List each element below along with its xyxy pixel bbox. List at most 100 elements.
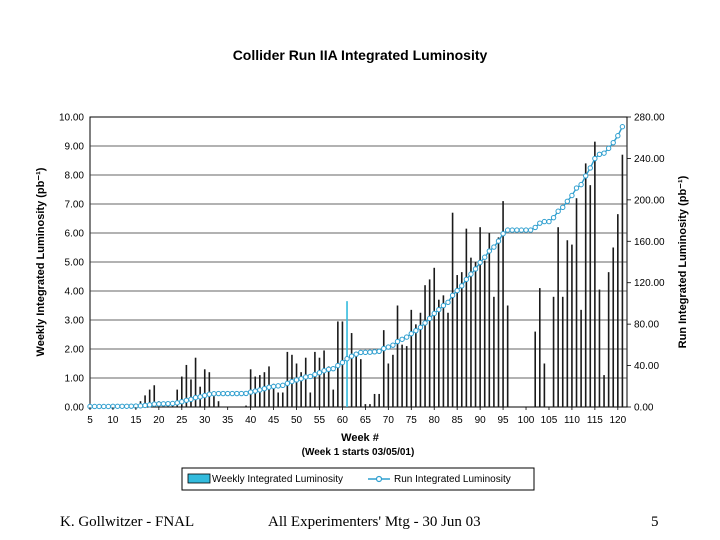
cumulative-point bbox=[560, 204, 566, 211]
y-right-axis-ticks: 0.00 40.00 80.00 120.00 160.00 200.00 240.00 28… bbox=[627, 113, 665, 414]
weekly-bar bbox=[373, 393, 376, 407]
cumulative-point bbox=[344, 356, 350, 362]
x-tick-label: 95 bbox=[498, 415, 510, 426]
cumulative-point bbox=[137, 403, 144, 409]
weekly-bar bbox=[424, 285, 426, 407]
cumulative-point bbox=[587, 165, 593, 171]
weekly-bar bbox=[571, 244, 573, 407]
cumulative-point bbox=[509, 227, 515, 233]
weekly-bar bbox=[203, 369, 206, 407]
cumulative-point bbox=[353, 351, 359, 357]
weekly-bar bbox=[346, 301, 348, 407]
cumulative-point bbox=[504, 227, 511, 233]
cumulative-point bbox=[523, 227, 529, 233]
gridlines bbox=[90, 145, 627, 379]
weekly-bar bbox=[314, 351, 316, 407]
cumulative-point bbox=[128, 403, 135, 409]
x-tick-label: 40 bbox=[245, 415, 257, 426]
weekly-bar bbox=[538, 288, 541, 407]
cumulative-point bbox=[252, 388, 258, 394]
cumulative-point bbox=[569, 192, 575, 199]
cumulative-point bbox=[119, 403, 125, 409]
legend: Weekly Integrated Luminosity Run Integra… bbox=[181, 467, 535, 491]
weekly-bar bbox=[281, 392, 284, 407]
cumulative-point bbox=[307, 373, 314, 380]
cumulative-point bbox=[532, 224, 538, 231]
weekly-bar bbox=[456, 275, 458, 407]
cumulative-point bbox=[610, 139, 616, 146]
y-left-tick-label: 6.00 bbox=[65, 229, 85, 240]
cumulative-point bbox=[422, 320, 428, 326]
cumulative-point bbox=[312, 371, 318, 378]
cumulative-point bbox=[367, 349, 373, 355]
weekly-bar bbox=[438, 299, 440, 407]
cumulative-point bbox=[261, 385, 268, 392]
cumulative-point bbox=[174, 400, 180, 406]
y-right-tick-label: 0.00 bbox=[634, 403, 654, 414]
cumulative-point bbox=[596, 151, 603, 157]
cumulative-point bbox=[371, 349, 378, 355]
cumulative-point bbox=[325, 366, 332, 372]
weekly-bar bbox=[465, 228, 468, 407]
y-left-tick-label: 10.00 bbox=[59, 113, 84, 124]
x-tick-label: 30 bbox=[199, 415, 211, 426]
cumulative-point bbox=[541, 218, 548, 225]
y-right-tick-label: 160.00 bbox=[634, 237, 665, 248]
cumulative-point bbox=[358, 349, 364, 356]
weekly-bar bbox=[451, 212, 454, 407]
weekly-bar bbox=[176, 389, 179, 407]
weekly-bar bbox=[506, 305, 509, 407]
cumulative-point bbox=[408, 330, 414, 337]
x-tick-label: 90 bbox=[475, 415, 487, 426]
weekly-bar bbox=[419, 312, 422, 407]
weekly-bar bbox=[249, 369, 252, 407]
cumulative-point bbox=[362, 349, 369, 356]
x-tick-label: 10 bbox=[107, 415, 119, 426]
cumulative-point bbox=[220, 390, 226, 397]
x-tick-label: 25 bbox=[176, 415, 188, 426]
cumulative-point bbox=[192, 394, 199, 401]
footer-author: K. Gollwitzer - FNAL bbox=[60, 514, 195, 530]
cumulative-point bbox=[101, 403, 107, 410]
x-tick-label: 20 bbox=[153, 415, 165, 426]
weekly-bar bbox=[153, 385, 156, 407]
cumulative-point bbox=[440, 302, 447, 309]
x-tick-label: 45 bbox=[268, 415, 280, 426]
cumulative-point bbox=[564, 198, 571, 205]
cumulative-point bbox=[413, 327, 419, 334]
cumulative-point bbox=[426, 315, 433, 322]
weekly-bar bbox=[621, 154, 624, 407]
cumulative-point bbox=[270, 383, 277, 390]
cumulative-point bbox=[206, 391, 213, 397]
x-tick-label: 35 bbox=[222, 415, 234, 426]
y-left-axis-title: Weekly Integrated Luminosity (pb⁻¹) bbox=[35, 167, 47, 356]
weekly-bar bbox=[493, 296, 495, 407]
x-tick-label: 75 bbox=[406, 415, 418, 426]
cumulative-point bbox=[550, 214, 557, 221]
x-tick-label: 100 bbox=[518, 415, 535, 426]
cumulative-point bbox=[160, 401, 167, 407]
weekly-bar bbox=[208, 372, 211, 407]
x-tick-label: 85 bbox=[452, 415, 464, 426]
cumulative-point bbox=[417, 324, 424, 331]
cumulative-point bbox=[339, 359, 346, 366]
weekly-bar bbox=[185, 364, 188, 407]
cumulative-point bbox=[293, 377, 300, 383]
x-tick-label: 105 bbox=[541, 415, 558, 426]
cumulative-point bbox=[124, 403, 130, 409]
y-left-tick-label: 3.00 bbox=[65, 316, 85, 327]
y-left-tick-label: 8.00 bbox=[65, 171, 85, 182]
x-tick-label: 120 bbox=[609, 415, 626, 426]
cumulative-point bbox=[491, 244, 497, 250]
weekly-bar bbox=[479, 227, 481, 407]
weekly-bar bbox=[488, 233, 491, 407]
cumulative-point bbox=[211, 391, 217, 397]
y-right-tick-label: 40.00 bbox=[634, 361, 659, 372]
weekly-bar bbox=[332, 389, 335, 407]
x-tick-label: 70 bbox=[383, 415, 395, 426]
cumulative-point bbox=[247, 389, 254, 395]
weekly-bar bbox=[502, 201, 504, 407]
cumulative-point bbox=[197, 394, 203, 400]
cumulative-point bbox=[472, 266, 479, 272]
weekly-bar bbox=[295, 363, 298, 407]
